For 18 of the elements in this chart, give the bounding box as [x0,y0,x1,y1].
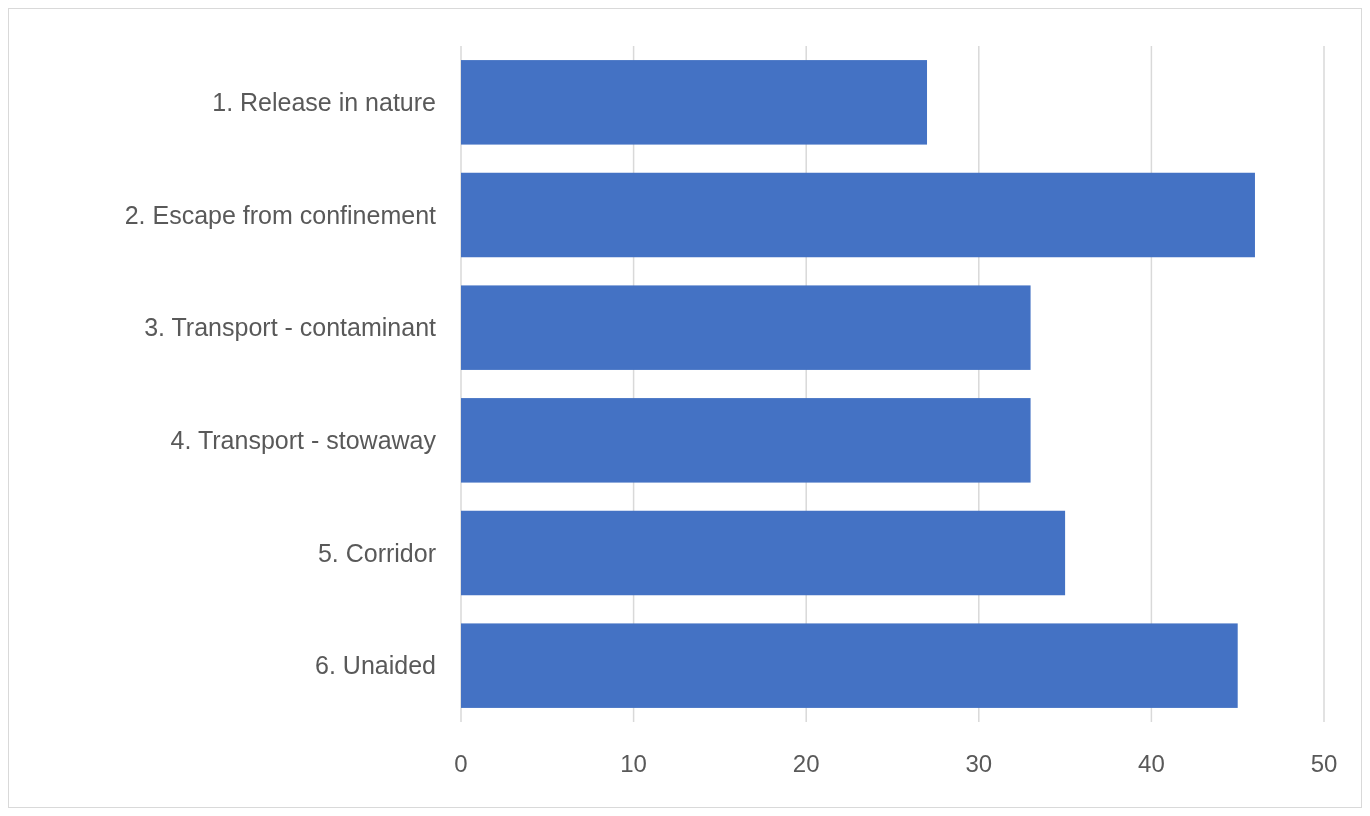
bar [461,510,1066,596]
bar [461,623,1238,708]
y-tick-label: 4. Transport - stowaway [170,426,437,455]
bar [461,172,1255,258]
y-tick-label: 1. Release in nature [212,88,436,117]
x-tick-label: 40 [1138,750,1165,777]
y-tick-label: 6. Unaided [315,651,436,680]
x-tick-label: 30 [965,750,993,777]
x-tick-label: 10 [620,750,647,777]
bar [461,285,1031,370]
y-tick-label: 5. Corridor [317,538,436,567]
x-tick-label: 0 [454,750,468,777]
y-tick-label: 2. Escape from confinement [124,200,437,229]
y-tick-label: 3. Transport - contaminant [144,313,437,342]
x-tick-label: 20 [792,750,820,777]
x-tick-label: 50 [1310,750,1338,777]
bar [461,398,1031,483]
bar [461,60,928,145]
